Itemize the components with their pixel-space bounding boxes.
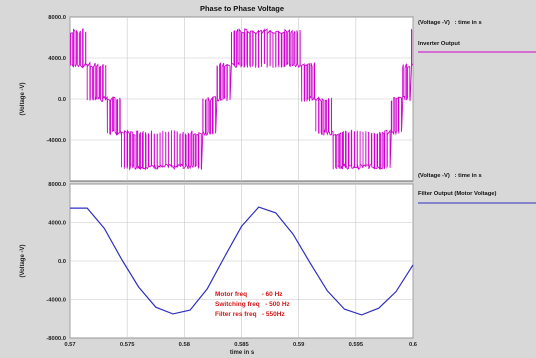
inverter-output-line — [69, 28, 414, 171]
inverter-legend-header: (Voltage -V) : time in s — [418, 20, 482, 26]
x-tick-label: 0.59 — [293, 342, 305, 348]
inverter-gridlines — [69, 16, 414, 181]
filter-legend-header: (Voltage -V) : time in s — [418, 173, 482, 179]
inverter-legend-entry: Inverter Output — [418, 41, 460, 47]
y-tick-label: 0.0 — [58, 259, 66, 265]
filter-output-line — [70, 206, 414, 316]
y-tick-label: -8000.0 — [46, 336, 66, 342]
inverter-legend: (Voltage -V) : time in s Inverter Output — [418, 20, 536, 53]
filter-series — [70, 206, 414, 316]
y-tick-label: 8000.0 — [48, 15, 66, 21]
x-tick-label: 0.585 — [234, 342, 249, 348]
y-tick-label: 4000.0 — [48, 221, 66, 227]
x-axis-label: time in s — [230, 350, 255, 356]
x-tick-label: 0.575 — [120, 342, 135, 348]
inverter-output-panel: 8000.0 4000.0 0.0 -4000.0 (Voltage -V) — [20, 15, 414, 182]
filter-y-tick-labels: 8000.0 4000.0 0.0 -4000.0 -8000.0 — [46, 182, 66, 342]
filter-legend-entry: Filter Output (Motor Voltage) — [418, 191, 497, 197]
y-tick-label: 8000.0 — [48, 182, 66, 188]
annotation-motor-freq: Motor freq - 60 Hz — [215, 291, 283, 298]
y-tick-label: -4000.0 — [46, 138, 66, 144]
chart-title: Phase to Phase Voltage — [200, 4, 284, 13]
annotation-switching-freq: Switching freq - 500 Hz — [215, 301, 291, 308]
inverter-series — [69, 28, 414, 171]
frequency-annotation: Motor freq - 60 Hz Switching freq - 500 … — [215, 291, 291, 318]
filter-legend: (Voltage -V) : time in s Filter Output (… — [418, 173, 536, 204]
y-tick-label: 0.0 — [58, 97, 66, 103]
y-tick-label: -4000.0 — [46, 298, 66, 304]
x-tick-label: 0.57 — [64, 342, 75, 348]
x-tick-label: 0.58 — [179, 342, 191, 348]
y-tick-label: 4000.0 — [48, 56, 66, 62]
x-tick-labels: 0.57 0.575 0.58 0.585 0.59 0.595 0.6 — [64, 342, 417, 348]
inverter-y-axis-label: (Voltage -V) — [20, 83, 26, 116]
filter-y-axis-label: (Voltage -V) — [20, 245, 26, 278]
inverter-y-tick-labels: 8000.0 4000.0 0.0 -4000.0 — [46, 15, 66, 144]
annotation-filter-res-freq: Filter res freq - 550Hz — [215, 311, 285, 318]
x-tick-label: 0.595 — [349, 342, 364, 348]
x-tick-label: 0.6 — [409, 342, 418, 348]
filter-gridlines — [69, 183, 414, 339]
